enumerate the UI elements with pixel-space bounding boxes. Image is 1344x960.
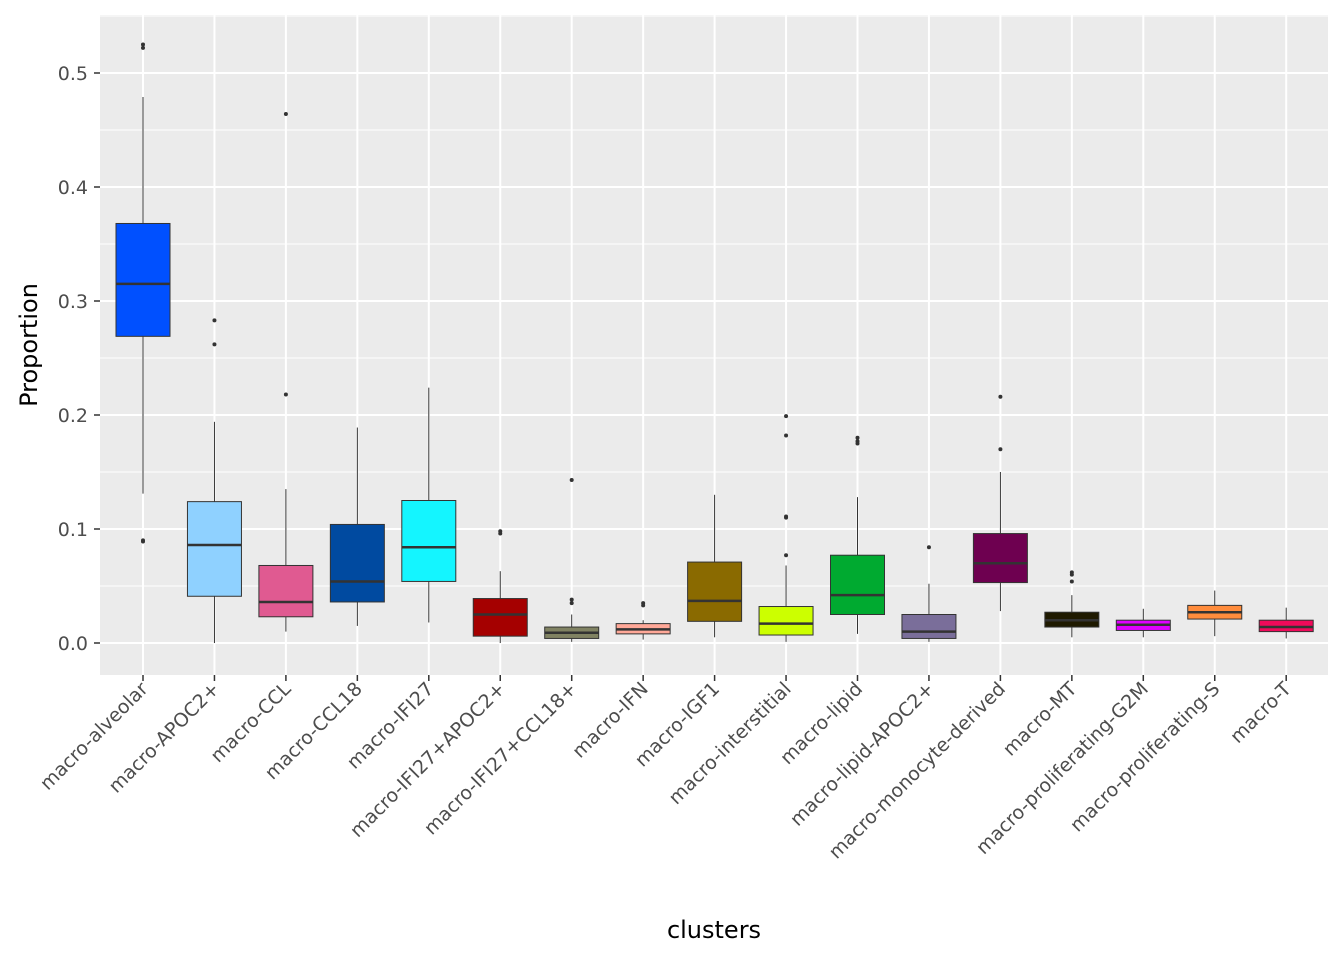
box-macro-lipid [830,554,885,615]
box-macro-IFI27 [401,500,457,582]
outlier-point [998,447,1003,452]
outlier-point [784,515,789,520]
y-tick-label: 0.5 [58,63,88,85]
box-macro-IFI27+APOC2+ [472,598,528,637]
outlier-point [569,477,574,482]
outlier-point [569,597,574,602]
outlier-point [283,392,288,397]
box-macro-lipid-APOC2+ [901,614,957,639]
outlier-point [141,539,145,544]
outlier-point [784,553,789,558]
box-macro-IGF1 [687,561,743,622]
box-macro-APOC2+ [186,501,242,597]
outlier-point [784,433,789,438]
outlier-point [641,603,646,608]
box-macro-CCL [258,564,314,618]
box-macro-interstitial [758,606,814,636]
outlier-point [498,531,503,536]
x-tick-label: macro-lipid-APOC2+ [786,678,939,831]
outlier-point [926,545,931,550]
x-tick-label: macro-proliferating-S [1066,678,1224,836]
outlier-point [141,42,145,47]
y-tick-label: 0.2 [58,405,88,427]
x-axis-title: clusters [667,916,761,944]
outlier-point [569,601,574,606]
outlier-point [784,414,789,419]
box-macro-alveolar [115,222,171,337]
box-macro-monocyte-derived [972,533,1028,584]
outlier-point [998,394,1003,399]
outlier-point [283,112,288,117]
x-tick-label: macro-T [1226,678,1296,748]
y-tick-label: 0.3 [58,291,88,313]
outlier-point [141,45,145,50]
box-macro-CCL18 [329,523,385,603]
outlier-point [855,441,860,446]
y-tick-label: 0.1 [58,519,88,541]
outlier-point [1069,572,1074,577]
outlier-point [212,342,217,347]
y-axis-title: Proportion [15,283,43,407]
y-tick-label: 0.0 [58,633,88,655]
x-tick-label: macro-interstitial [665,678,796,809]
outlier-point [1069,579,1074,584]
outlier-point [855,435,860,440]
y-tick-label: 0.4 [58,177,88,199]
outlier-point [212,318,217,323]
